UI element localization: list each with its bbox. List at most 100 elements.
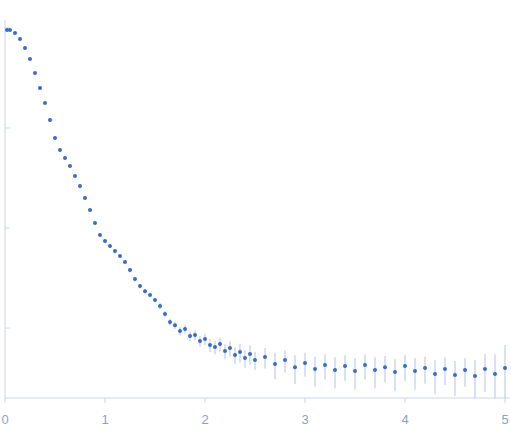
- data-point: [203, 337, 207, 341]
- x-tick-label: 0: [1, 412, 8, 427]
- data-point: [413, 369, 417, 373]
- data-point: [13, 31, 17, 35]
- data-point: [28, 57, 32, 61]
- error-bar: [445, 357, 446, 385]
- plot-area: [5, 28, 507, 398]
- x-tick-label: 4: [401, 412, 408, 427]
- data-point: [78, 184, 82, 188]
- error-bar: [335, 357, 336, 388]
- x-tick-label: 2: [201, 412, 208, 427]
- data-point: [303, 361, 307, 365]
- data-point: [108, 244, 112, 248]
- data-point: [33, 71, 37, 75]
- data-point: [63, 156, 67, 160]
- error-bar: [315, 357, 316, 387]
- x-tick: [505, 398, 506, 403]
- data-point: [128, 268, 132, 272]
- data-point: [58, 148, 62, 152]
- data-point: [263, 355, 267, 359]
- data-point: [443, 367, 447, 371]
- data-point: [423, 366, 427, 370]
- error-bar: [295, 355, 296, 384]
- data-point: [88, 208, 92, 212]
- data-point: [238, 350, 242, 354]
- error-bar: [465, 358, 466, 386]
- y-axis: [5, 20, 6, 398]
- data-point: [118, 254, 122, 258]
- error-bar: [355, 358, 356, 390]
- data-point: [453, 373, 457, 377]
- x-tick: [205, 398, 206, 403]
- data-point: [343, 364, 347, 368]
- data-point: [183, 327, 187, 331]
- data-point: [168, 320, 172, 324]
- data-point: [138, 284, 142, 288]
- y-tick: [5, 228, 10, 229]
- data-point: [98, 233, 102, 237]
- x-tick-label: 3: [301, 412, 308, 427]
- data-point: [48, 118, 52, 122]
- data-point: [148, 293, 152, 297]
- data-point: [133, 277, 137, 281]
- data-point: [213, 345, 217, 349]
- data-point: [323, 363, 327, 367]
- x-tick: [405, 398, 406, 403]
- x-tick-label: 1: [101, 412, 108, 427]
- error-bar: [275, 353, 276, 380]
- data-point: [403, 364, 407, 368]
- data-point: [433, 372, 437, 376]
- data-point: [463, 368, 467, 372]
- data-point: [163, 312, 167, 316]
- data-point: [123, 260, 127, 264]
- error-bar: [435, 360, 436, 394]
- error-bar: [495, 354, 496, 398]
- data-point: [53, 136, 57, 140]
- x-axis: [5, 398, 510, 399]
- data-point: [113, 249, 117, 253]
- x-tick: [305, 398, 306, 403]
- data-point: [473, 374, 477, 378]
- data-point: [38, 86, 42, 90]
- data-point: [83, 196, 87, 200]
- error-bar: [505, 345, 506, 398]
- data-point: [153, 298, 157, 302]
- data-point: [173, 323, 177, 327]
- data-point: [483, 367, 487, 371]
- data-point: [243, 356, 247, 360]
- data-point: [158, 304, 162, 308]
- error-bar: [475, 360, 476, 398]
- data-point: [493, 372, 497, 376]
- x-tick-label: 5: [501, 412, 508, 427]
- data-point: [178, 329, 182, 333]
- chart: 0 1 2 3 4 5: [0, 0, 511, 437]
- data-point: [233, 353, 237, 357]
- y-tick: [5, 127, 10, 128]
- x-tick: [105, 398, 106, 403]
- data-point: [188, 334, 192, 338]
- data-point: [313, 367, 317, 371]
- error-bar: [415, 358, 416, 390]
- error-bar: [455, 361, 456, 396]
- data-point: [383, 365, 387, 369]
- data-point: [8, 28, 12, 32]
- data-point: [253, 358, 257, 362]
- error-bar: [395, 359, 396, 392]
- data-point: [293, 365, 297, 369]
- data-point: [103, 239, 107, 243]
- error-bar: [425, 357, 426, 384]
- data-point: [143, 289, 147, 293]
- data-point: [373, 368, 377, 372]
- data-point: [18, 37, 22, 41]
- data-point: [193, 333, 197, 337]
- data-point: [218, 342, 222, 346]
- error-bar: [485, 354, 486, 392]
- data-point: [93, 221, 97, 225]
- y-tick: [5, 328, 10, 329]
- data-point: [228, 346, 232, 350]
- data-point: [363, 363, 367, 367]
- data-point: [503, 366, 507, 370]
- points: [5, 28, 507, 378]
- error-bars: [7, 29, 505, 398]
- data-point: [223, 349, 227, 353]
- data-point: [393, 370, 397, 374]
